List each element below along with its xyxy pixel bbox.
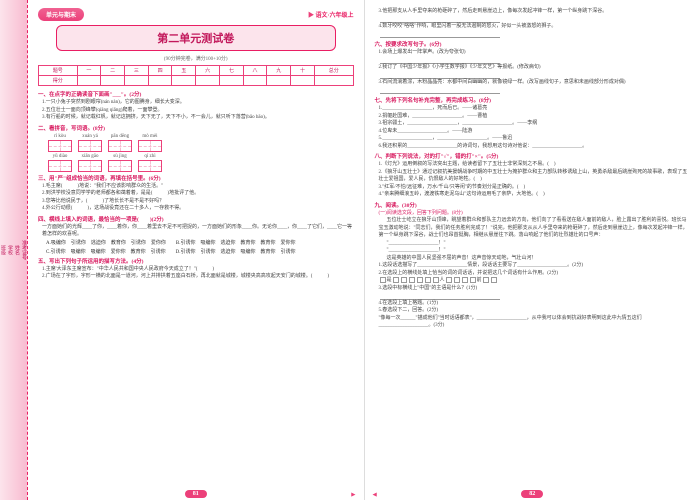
section-9-1: (一)阅读选文段，回答下列问题。(8分): [379, 210, 691, 218]
passage-2: "____________________！": [379, 240, 691, 248]
section-7: 七、先将下列名句补充完整，再完成练习。(8分): [375, 96, 691, 104]
q1-2: 2.五位壮士一面向顶峰攀(qiāng qiǎng)爬着，一面攀登。: [42, 107, 354, 115]
q9-5a: "像每一次______"描成他们"当时话语都表"，_______________…: [379, 315, 691, 330]
checkbox-row: 是人前: [379, 277, 691, 285]
title-box: 第二单元测试卷: [56, 25, 336, 51]
q9-1: 1.这段话选描写了____________________情景，段话话主要写了_…: [379, 262, 691, 270]
section-4: 四、横线上填入的词语，最恰当的一项是( )(2分): [38, 215, 354, 223]
q9-5: 5.春选段下二，回答。(2分): [379, 307, 691, 315]
q7-3: 3.祖宗疆土，____________________，____________…: [379, 120, 691, 128]
section-3: 三、用"严"组成恰当的词语，再填在括号里。(6分): [38, 174, 354, 182]
binding-label: 班级: [0, 245, 6, 255]
q7-5: 5.____________________，_________________…: [379, 135, 691, 143]
binding-label: 准考证号: [20, 240, 27, 260]
section-6: 六、按要求改写句子。(6分): [375, 40, 691, 48]
q3-3: 3.您等比他说民于，( )了地长长不是不是不好吗？: [42, 198, 354, 206]
q7-4: 4.位卑未____________________。——陆游: [379, 128, 691, 136]
subject-label: 语文·六年级上: [308, 10, 354, 19]
page-title: 第二单元测试卷: [61, 30, 331, 46]
q4-stem: 一方面她们的光辉____了你，____着你，你____着里去不足不可把捉的，一方…: [42, 224, 354, 239]
q6-1: 1.会场上爆发出一阵掌声。(改为夸张句): [379, 49, 691, 57]
q5-2: 2.广场在了字形，字形一横的北面是一道河，河上并排拱着五座白石桥，再北面就是城楼…: [42, 273, 354, 281]
q6-2: 2.我订了《中国少年报》《小学生数学报》《少年文艺》等报纸。(修改病句): [379, 64, 691, 72]
section-1: 一、在点字的正确读音下面画"___"。(2分): [38, 90, 354, 98]
q5-4: 4.数牙咬咬"咯咯"作响，眼里闪着一股无法遏制的怒火，好似一头被激怒的狮子。: [379, 23, 691, 31]
subtitle: (90分钟完卷，满分100+10分): [38, 55, 354, 62]
unit-pill: 单元与期末: [38, 8, 84, 21]
header: 单元与期末 语文·六年级上: [38, 8, 354, 21]
section-5: 五、写出下列句子所运用的描写方法。(4分): [38, 257, 354, 265]
binding-strip: 准考证号 姓名 学校 班级 考场号 座位号: [0, 0, 28, 500]
q9-3: 3.选段中标横线上"中国"的主语是什么？(1分): [379, 285, 691, 293]
q1-3: 3.有行船的时候，就记载红帆，就记这拥挤，天下无了，天下不小，不一会儿，就只听下…: [42, 114, 354, 122]
score-table: 题号一二三四五六七八九十总分 得分: [38, 65, 354, 86]
binding-label: 学校: [6, 245, 13, 255]
passage-4: 这是英雄的中国人民坚强不屈的声音！这声音惊天动地，气壮山河！: [379, 255, 691, 263]
arrow-icon: ▶: [351, 492, 355, 498]
section-8: 八、判断下列说法，对的打"√"，错的打"×"。(5分): [375, 152, 691, 160]
q9-2: 2.在选段上的横线处填上恰当的词的词话话，并说把这几个词话有什么作用。(2分): [379, 270, 691, 278]
q7-6: 6.我还积累的____________________的诗词句，我想用这句诗对他…: [379, 143, 691, 151]
q8-3: 3."红军/不怕/远征难，万水/千山/只等闲"的节奏划分是正确的。( ): [379, 184, 691, 192]
q3-2: 2.到洪学校没意同学学的老师都各和蔼着着，是是( )地批评了他。: [42, 190, 354, 198]
binding-label: 姓名: [13, 245, 20, 255]
page-number-right: 82: [521, 490, 543, 498]
pinyin-row-2: yǔ diào xiān gāo sù jìng qí zhì: [48, 154, 354, 172]
q5-3: 3.他把那支从人手里夺来的枪砸碎了，然后走到悬崖边上，像每次发起冲锋一样，第一个…: [379, 8, 691, 16]
section-9: 九、阅读。(30分): [375, 201, 691, 209]
q1-1: 1.一只小兔子突然到剧眼帘(nán nàn)，它的图腾身，细长大变深。: [42, 99, 354, 107]
page-number-left: 81: [185, 490, 207, 498]
page-left: 单元与期末 语文·六年级上 第二单元测试卷 (90分钟完卷，满分100+10分)…: [28, 0, 365, 500]
section-2: 二、看拼音，写词语。(8分): [38, 124, 354, 132]
q7-1: 1.____________________，死而后已。——诸葛亮: [379, 105, 691, 113]
q8-2: 2.《狼牙山五壮士》通过记叙抗美援朝战争时期的中五壮士为掩护群众和主力部队转移诱…: [379, 169, 691, 184]
q8-4: 4."亲来腾细浪五岭，渡渡铁寒走泥乌山"这句诗运用毛了亲萨，大地他。( ): [379, 191, 691, 199]
q9-4: 4.在选段上填上格题。(1分): [379, 300, 691, 308]
passage-1: 五位壮士屹立在狼牙山顶峰，眺望着群众和部队主力远去的方向，他们向了了看看送在敌人…: [379, 217, 691, 240]
q3-1: 1.毛主席( )地说："我们不应该影响群众的生活。": [42, 183, 354, 191]
q4-options: A.吸编你 引诱你 逃迫你 教育你 引诱你 爱你你B.引诱你 吸编你 逃迫你 教…: [46, 239, 354, 255]
q6-3: 3.石间流淌着淙，木粉晶晶亮：水都中间白幽幽的，就像镜绿一样。(改写画线句子，意…: [379, 79, 691, 87]
pinyin-row-1: rì kòu xuán yá pān dēng mò mèi: [48, 134, 354, 152]
page-right: 3.他把那支从人手里夺来的枪砸碎了，然后走到悬崖边上，像每次发起冲锋一样，第一个…: [365, 0, 700, 500]
q5-1: 1.主席'大泽东主席宣布："中华人民共和国中央人民政府今天成立了！"( ): [42, 266, 354, 274]
q7-2: 2.捐躯赴国难，____________________。——曹植: [379, 113, 691, 121]
passage-3: "____________________！": [379, 247, 691, 255]
q8-1: 1.《灯光》运用倒叙的写法突出主题，给读者留下了五壮士非常深刻之不易。( ): [379, 161, 691, 169]
q3-4: 4.外公行动很( )，这场战役竟还在二十多人，一存救不得。: [42, 205, 354, 213]
arrow-icon: ◀: [373, 492, 377, 498]
